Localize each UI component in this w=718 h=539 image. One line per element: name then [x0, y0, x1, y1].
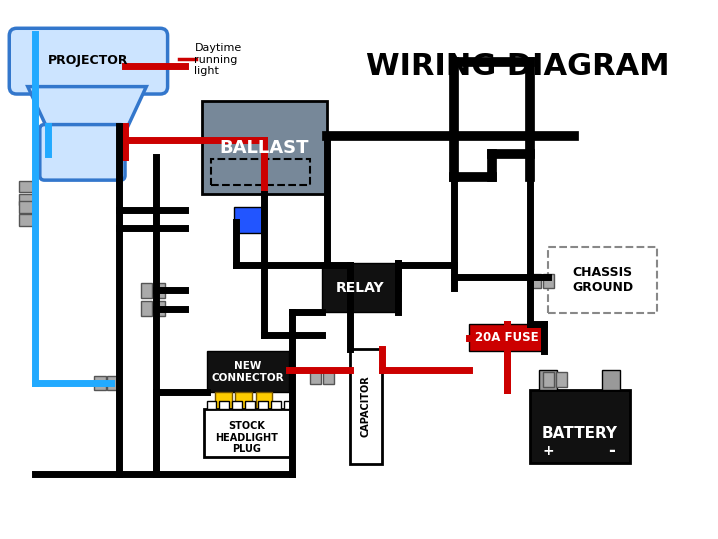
Bar	[549, 247, 658, 314]
Text: CHASSIS
GROUND: CHASSIS GROUND	[572, 266, 633, 294]
Bar	[141, 301, 152, 316]
Bar	[202, 101, 327, 194]
Bar	[469, 324, 544, 351]
Bar	[539, 370, 557, 390]
Bar	[234, 207, 262, 233]
Bar	[258, 400, 268, 409]
Bar	[215, 392, 231, 411]
Bar	[543, 274, 554, 288]
Bar	[246, 400, 255, 409]
Polygon shape	[28, 87, 146, 127]
Text: -: -	[607, 443, 615, 460]
Bar	[284, 400, 294, 409]
Bar	[220, 400, 229, 409]
Text: WIRING DIAGRAM: WIRING DIAGRAM	[365, 52, 669, 81]
Bar	[236, 392, 252, 411]
Text: +: +	[542, 445, 554, 459]
Bar	[543, 372, 554, 386]
Bar	[256, 392, 272, 411]
Bar	[19, 202, 33, 212]
Bar	[530, 390, 630, 462]
Bar	[310, 369, 322, 384]
Text: BATTERY: BATTERY	[541, 426, 617, 441]
Text: BALLAST: BALLAST	[220, 139, 309, 157]
Bar	[350, 349, 381, 465]
Text: Daytime
running
light: Daytime running light	[195, 43, 242, 77]
Bar	[95, 376, 106, 390]
Bar	[233, 400, 242, 409]
Bar	[141, 283, 152, 298]
Bar	[556, 372, 567, 386]
Bar	[108, 376, 118, 390]
Text: 20A FUSE: 20A FUSE	[475, 331, 538, 344]
FancyBboxPatch shape	[39, 125, 125, 180]
FancyBboxPatch shape	[9, 28, 167, 94]
Bar	[322, 264, 398, 312]
Bar	[530, 274, 541, 288]
Bar	[323, 369, 335, 384]
Bar	[602, 370, 620, 390]
Text: CAPACITOR: CAPACITOR	[360, 376, 370, 438]
Bar	[154, 301, 165, 316]
Text: NEW
CONNECTOR: NEW CONNECTOR	[212, 361, 284, 383]
Bar	[211, 159, 310, 185]
Bar	[271, 400, 281, 409]
Bar	[207, 400, 216, 409]
Text: STOCK
HEADLIGHT
PLUG: STOCK HEADLIGHT PLUG	[215, 421, 278, 454]
Bar	[19, 215, 33, 225]
Bar	[19, 181, 33, 192]
Bar	[19, 194, 33, 205]
Text: PROJECTOR: PROJECTOR	[47, 54, 129, 67]
Text: RELAY: RELAY	[336, 281, 385, 294]
Bar	[204, 409, 290, 457]
Bar	[154, 283, 165, 298]
Bar	[208, 351, 289, 392]
